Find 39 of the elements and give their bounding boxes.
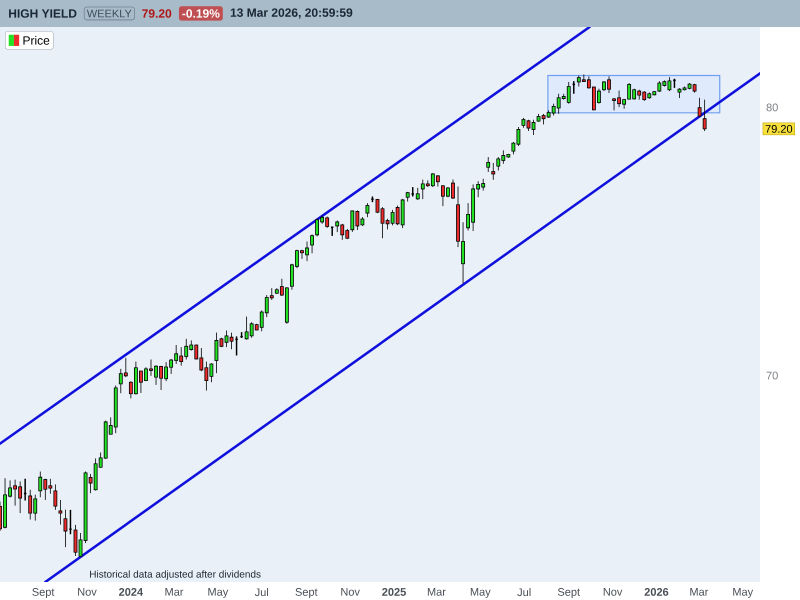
x-tick-label: Mar	[428, 588, 446, 596]
candlestick	[698, 97, 702, 118]
y-tick-label: 80	[766, 104, 778, 112]
x-tick-label: May	[733, 588, 754, 598]
annotation: Historical data adjusted after dividends	[90, 570, 261, 580]
x-tick-label: Sept	[558, 588, 580, 598]
text: WEEKLY	[86, 10, 132, 18]
x-tick-label: Sept	[32, 588, 54, 598]
candlestick	[53, 484, 58, 510]
candlestick	[234, 336, 239, 356]
candlestick	[410, 186, 415, 198]
x-tick-label: Mar	[165, 588, 184, 596]
x-tick-label: Nov	[78, 588, 97, 596]
text: 79.20	[142, 9, 172, 18]
x-tick-label: 2026	[644, 588, 668, 596]
x-tick-label: May	[470, 588, 491, 598]
text: -0.19%	[182, 9, 220, 18]
x-tick-label: Jul	[254, 588, 268, 596]
y-tick-label: 70	[766, 372, 778, 380]
x-tick-label: 2025	[382, 588, 406, 596]
x-tick-label: May	[208, 588, 228, 598]
candlestick	[310, 234, 314, 254]
candlestick	[702, 99, 707, 132]
x-tick-label: Nov	[341, 588, 360, 596]
x-tick-label: Jul	[517, 588, 530, 596]
x-tick-label: 2024	[119, 588, 144, 596]
candlestick	[23, 478, 28, 502]
chart-title: HIGH YIELD	[9, 9, 76, 18]
annotation: 79.20	[766, 124, 792, 133]
candlestick	[330, 226, 334, 237]
text: 13 Mar 2026, 20:59:59	[230, 8, 352, 19]
x-tick-label: Mar	[690, 588, 708, 596]
legend-label: Price	[23, 36, 50, 45]
candlestick	[64, 509, 68, 548]
x-tick-label: Nov	[604, 588, 622, 596]
x-tick-label: Sept	[295, 588, 318, 598]
candlestick	[572, 80, 576, 94]
candlestick	[366, 202, 370, 218]
candlestick	[58, 500, 62, 526]
